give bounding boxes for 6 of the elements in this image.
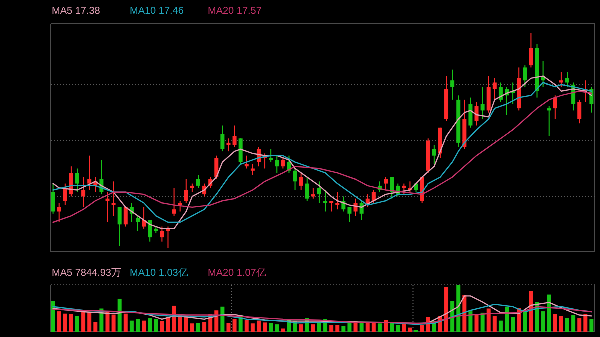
legend-entry: MA5 17.38: [52, 6, 100, 17]
legend-entry: MA20 17.57: [208, 6, 262, 17]
legend-entry: MA5 7844.93万: [52, 268, 122, 279]
legend-entry: MA10 1.03亿: [130, 268, 188, 279]
legend-entry: MA20 1.07亿: [208, 268, 266, 279]
legend-entry: MA10 17.46: [130, 6, 184, 17]
